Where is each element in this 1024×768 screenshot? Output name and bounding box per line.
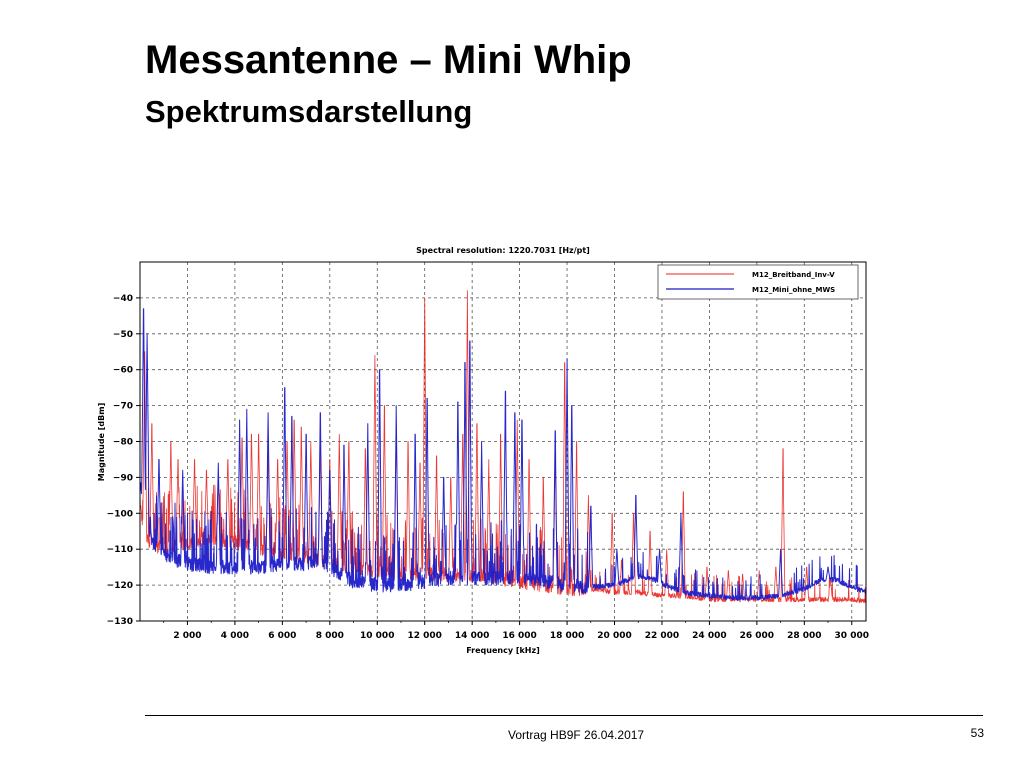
x-tick-label: 30 000 (835, 631, 869, 641)
legend: M12_Breitband_Inv-V M12_Mini_ohne_MWS (657, 264, 859, 300)
series-group (139, 290, 867, 604)
y-tick-label: −130 (107, 617, 133, 627)
x-tick-label: 18 000 (550, 631, 584, 641)
legend-label-series-1: M12_Breitband_Inv-V (752, 271, 835, 279)
footer-divider (145, 715, 983, 716)
x-tick-label: 26 000 (740, 631, 774, 641)
y-tick-label: −60 (113, 366, 133, 376)
axes: 2 000 4 000 6 000 8 000 10 000 12 000 14 000 16… (107, 294, 869, 641)
x-tick-label: 4 000 (221, 631, 249, 641)
y-tick-label: −120 (107, 581, 133, 591)
legend-box (657, 264, 859, 300)
x-tick-label: 2 000 (173, 631, 201, 641)
y-axis-label: Magnitude [dBm] (97, 403, 106, 481)
x-axis-label: Frequency [kHz] (466, 646, 540, 655)
slide-subtitle: Spektrumsdarstellung (145, 94, 473, 129)
footer-text: Vortrag HB9F 26.04.2017 (508, 728, 645, 742)
x-tick-label: 16 000 (502, 631, 536, 641)
x-tick-label: 6 000 (268, 631, 296, 641)
page-number: 53 (970, 726, 984, 740)
slide-title: Messantenne – Mini Whip (145, 38, 632, 82)
x-tick-label: 20 000 (597, 631, 631, 641)
y-tick-label: −40 (113, 294, 133, 304)
y-tick-label: −80 (113, 438, 133, 448)
x-tick-label: 22 000 (645, 631, 679, 641)
chart-title: Spectral resolution: 1220.7031 [Hz/pt] (416, 246, 590, 255)
y-tick-label: −50 (113, 330, 133, 340)
x-tick-label: 12 000 (407, 631, 441, 641)
x-tick-label: 14 000 (455, 631, 489, 641)
x-tick-label: 24 000 (692, 631, 726, 641)
series-line-2 (139, 308, 867, 601)
y-tick-label: −100 (107, 509, 133, 519)
y-tick-label: −110 (107, 545, 133, 555)
x-tick-label: 10 000 (360, 631, 394, 641)
y-tick-label: −90 (113, 473, 133, 483)
legend-label-series-2: M12_Mini_ohne_MWS (752, 286, 835, 294)
x-tick-label: 8 000 (316, 631, 344, 641)
y-tick-label: −70 (113, 402, 133, 412)
x-tick-label: 28 000 (787, 631, 821, 641)
